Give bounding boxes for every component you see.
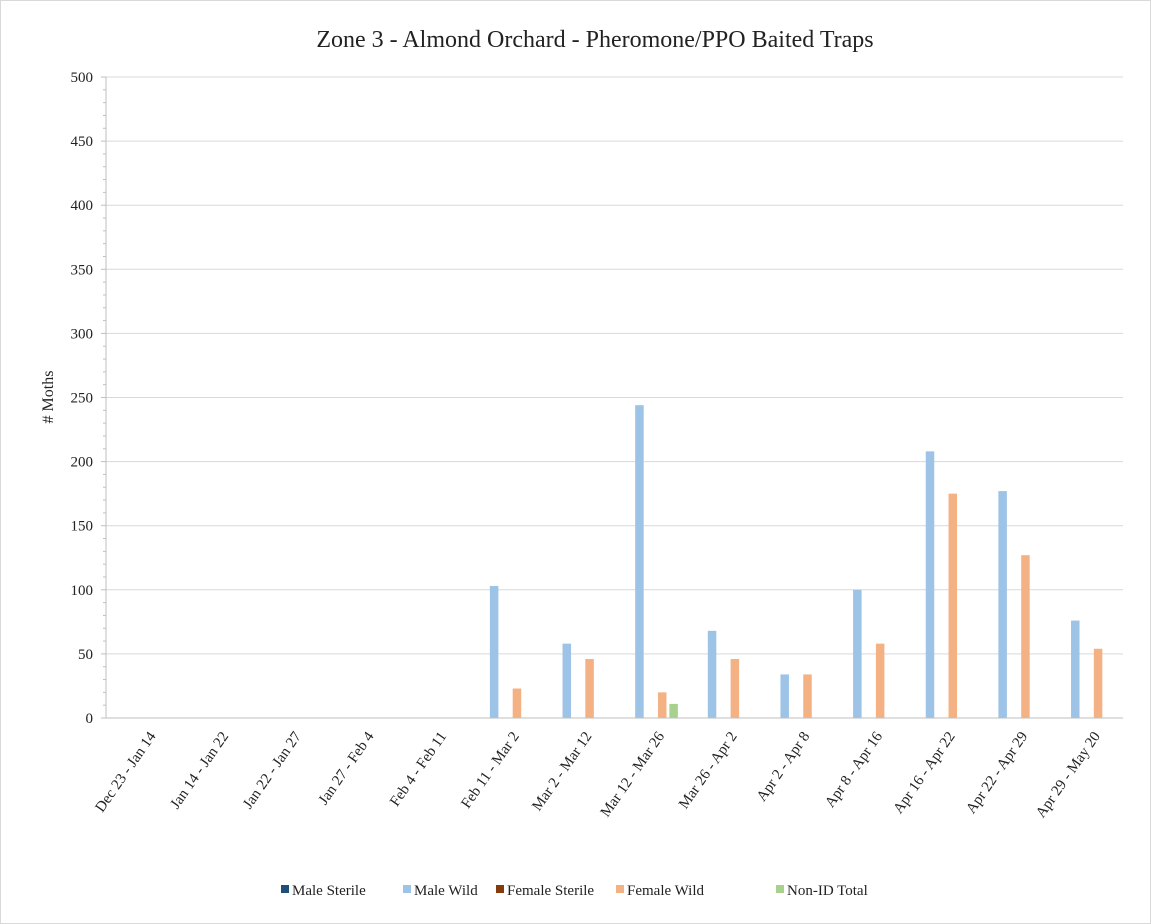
x-tick-label: Apr 2 - Apr 8: [754, 729, 813, 804]
x-tick-label: Apr 8 - Apr 16: [822, 729, 886, 811]
legend-label: Non-ID Total: [787, 883, 868, 899]
bar: [803, 674, 812, 718]
bar: [925, 451, 935, 718]
x-tick-label: Jan 14 - Jan 22: [168, 729, 233, 812]
x-tick-label: Jan 27 - Feb 4: [316, 729, 378, 808]
bar: [512, 688, 522, 718]
x-tick-label: Mar 2 - Mar 12: [529, 729, 595, 814]
bar: [1093, 648, 1103, 718]
legend-label: Male Sterile: [292, 883, 366, 899]
bar: [635, 405, 644, 718]
legend-label: Male Wild: [414, 883, 478, 899]
bars: [489, 405, 1103, 718]
y-tick-label: 500: [71, 70, 94, 86]
legend-swatch: [496, 885, 504, 893]
y-axis-label: # Moths: [40, 371, 57, 424]
x-tick-label: Mar 26 - Apr 2: [676, 729, 741, 812]
x-tick-label: Feb 4 - Feb 11: [387, 729, 450, 809]
gridlines: [106, 76, 1123, 655]
y-axis-ticks: 0 50 100 150 200 250 300 350 400 450 500: [71, 70, 107, 727]
bar: [730, 659, 740, 718]
y-tick-label: 150: [71, 519, 94, 535]
x-tick-label: Apr 29 - May 20: [1033, 729, 1104, 821]
legend-label: Female Wild: [627, 883, 705, 899]
bar: [707, 630, 717, 718]
bar: [875, 643, 885, 718]
y-tick-label: 100: [71, 583, 94, 599]
bar: [489, 585, 499, 718]
x-tick-label: Apr 22 - Apr 29: [963, 729, 1031, 817]
x-tick-label: Apr 16 - Apr 22: [891, 729, 959, 817]
x-tick-label: Dec 23 - Jan 14: [92, 729, 159, 816]
bar: [780, 674, 789, 718]
bar: [669, 703, 678, 718]
legend-swatch: [403, 885, 411, 893]
bar: [998, 491, 1007, 718]
y-tick-label: 400: [71, 198, 94, 214]
y-tick-label: 450: [71, 134, 94, 150]
bar: [1021, 555, 1030, 718]
chart-title: Zone 3 - Almond Orchard - Pheromone/PPO …: [316, 27, 873, 53]
bar: [585, 659, 594, 718]
y-tick-label: 50: [78, 647, 93, 663]
y-tick-label: 350: [71, 262, 94, 278]
y-tick-label: 200: [71, 455, 94, 471]
legend-swatch: [281, 885, 289, 893]
bar: [948, 493, 958, 718]
bar: [1071, 620, 1080, 718]
legend-swatch: [616, 885, 624, 893]
y-tick-label: 300: [71, 326, 94, 342]
y-tick-label: 0: [86, 711, 94, 727]
y-tick-label: 250: [71, 391, 94, 407]
bar: [562, 643, 572, 718]
bar: [853, 589, 862, 718]
x-tick-label: Jan 22 - Jan 27: [240, 729, 305, 812]
legend-label: Female Sterile: [507, 883, 594, 899]
legend: Male Sterile Male Wild Female Sterile Femal…: [281, 883, 868, 899]
x-tick-label: Feb 11 - Mar 2: [458, 729, 522, 811]
x-tick-label: Mar 12 - Mar 26: [598, 729, 669, 820]
x-axis-ticks: Dec 23 - Jan 14 Jan 14 - Jan 22 Jan 22 - J…: [92, 729, 1103, 821]
bar: [657, 692, 667, 718]
legend-swatch: [776, 885, 784, 893]
